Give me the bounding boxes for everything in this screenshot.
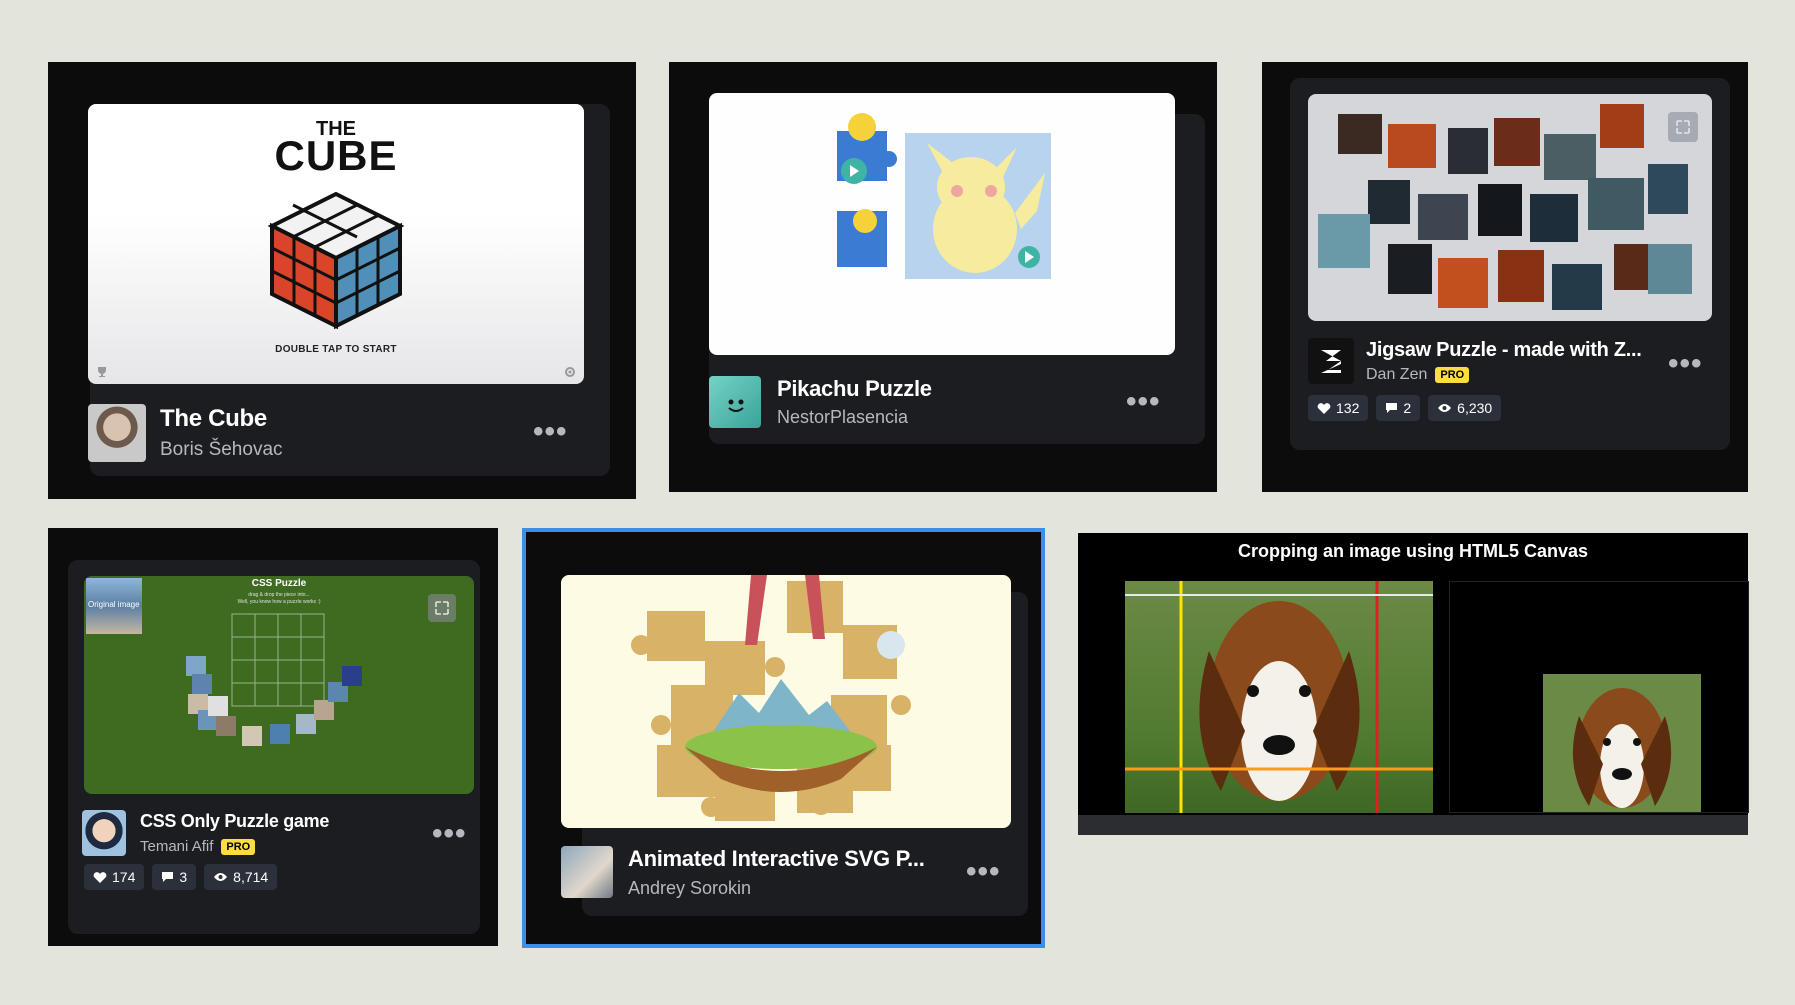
views-button[interactable]: 8,714 bbox=[204, 864, 278, 890]
pen-card-pikachu-puzzle[interactable]: Pikachu Puzzle NestorPlasencia ••• bbox=[669, 62, 1217, 492]
expand-icon bbox=[1676, 120, 1690, 134]
css-puzzle-heading: CSS Puzzle bbox=[251, 578, 307, 589]
rubiks-cube-graphic bbox=[267, 191, 405, 330]
more-options-icon[interactable]: ••• bbox=[1126, 385, 1161, 418]
pen-title[interactable]: The Cube bbox=[160, 405, 267, 432]
inset-original-image: Original image bbox=[86, 578, 142, 634]
trophy-icon bbox=[98, 367, 106, 377]
css-puzzle-subtext-2: Well, you know how a puzzle works :) bbox=[237, 599, 321, 605]
like-button[interactable]: 174 bbox=[84, 864, 145, 890]
author-avatar[interactable] bbox=[82, 810, 126, 856]
pen-author: Dan Zen PRO bbox=[1366, 366, 1470, 384]
pen-preview[interactable]: THE CUBE DOUBLE TAP TO START bbox=[88, 104, 584, 384]
cube-heading-big: CUBE bbox=[274, 132, 398, 179]
horizontal-scrollbar[interactable] bbox=[1078, 815, 1748, 835]
pen-title[interactable]: Animated Interactive SVG P... bbox=[628, 846, 925, 871]
floating-island-puzzle-graphic bbox=[631, 575, 911, 821]
pro-badge: PRO bbox=[221, 839, 256, 856]
more-options-icon[interactable]: ••• bbox=[432, 817, 467, 850]
cube-heading-small: THE bbox=[316, 118, 356, 140]
comment-icon bbox=[1386, 403, 1398, 413]
fullscreen-button[interactable] bbox=[1668, 112, 1698, 142]
pen-preview[interactable] bbox=[709, 93, 1175, 355]
pen-title[interactable]: Pikachu Puzzle bbox=[777, 376, 932, 401]
comments-button[interactable]: 2 bbox=[1376, 395, 1421, 421]
pen-author[interactable]: Andrey Sorokin bbox=[628, 878, 752, 898]
stats-bar: 174 3 8,714 bbox=[84, 864, 278, 890]
view-count: 6,230 bbox=[1457, 400, 1493, 416]
comment-count: 3 bbox=[179, 869, 188, 885]
author-avatar[interactable] bbox=[709, 376, 761, 428]
beagle-crop-photo bbox=[1572, 688, 1672, 808]
like-button[interactable]: 132 bbox=[1308, 395, 1369, 421]
output-canvas bbox=[1449, 581, 1749, 813]
start-caption: DOUBLE TAP TO START bbox=[275, 344, 397, 355]
pen-card-css-puzzle[interactable]: Original image CSS Puzzle drag & drop th… bbox=[48, 528, 498, 946]
comment-icon bbox=[162, 872, 174, 882]
pen-title[interactable]: CSS Only Puzzle game bbox=[140, 811, 330, 831]
like-count: 132 bbox=[1336, 400, 1360, 416]
pro-badge: PRO bbox=[1435, 366, 1470, 383]
heart-icon bbox=[1317, 403, 1331, 414]
pen-title[interactable]: Jigsaw Puzzle - made with Z... bbox=[1366, 339, 1642, 361]
eye-icon bbox=[214, 873, 228, 881]
pen-card-canvas-crop[interactable]: Cropping an image using HTML5 Canvas bbox=[1078, 533, 1749, 835]
more-options-icon[interactable]: ••• bbox=[1668, 347, 1703, 380]
pen-preview[interactable]: Original image CSS Puzzle drag & drop th… bbox=[84, 576, 474, 794]
pen-preview[interactable] bbox=[1308, 94, 1712, 321]
puzzle-pieces-graphic bbox=[837, 113, 897, 267]
puzzle-grid-graphic bbox=[186, 613, 362, 746]
beagle-photo bbox=[1125, 581, 1433, 813]
author-avatar[interactable] bbox=[561, 846, 613, 898]
smiley-icon bbox=[728, 399, 744, 412]
like-count: 174 bbox=[112, 869, 136, 885]
pikachu-graphic bbox=[927, 143, 1045, 273]
source-image bbox=[1125, 581, 1433, 813]
expand-icon bbox=[435, 601, 449, 615]
views-button[interactable]: 6,230 bbox=[1428, 395, 1502, 421]
more-options-icon[interactable]: ••• bbox=[966, 855, 1001, 888]
pen-card-the-cube[interactable]: THE CUBE DOUBLE TAP TO START bbox=[48, 62, 636, 499]
zim-logo-icon bbox=[1321, 350, 1341, 373]
css-puzzle-subtext-1: drag & drop the piece into... bbox=[248, 592, 310, 598]
settings-gear-icon[interactable] bbox=[564, 366, 576, 378]
pen-preview[interactable] bbox=[561, 575, 1011, 828]
author-avatar[interactable] bbox=[1308, 338, 1354, 384]
pen-card-animated-svg-puzzle[interactable]: Animated Interactive SVG P... Andrey Sor… bbox=[522, 528, 1045, 948]
pen-author: Temani Afif PRO bbox=[140, 838, 256, 856]
eye-icon bbox=[1438, 404, 1452, 412]
pen-author[interactable]: Boris Šehovac bbox=[160, 439, 283, 460]
inset-label: Original image bbox=[88, 600, 140, 609]
pikachu-image bbox=[905, 133, 1051, 279]
heart-icon bbox=[93, 872, 107, 883]
pen-author[interactable]: NestorPlasencia bbox=[777, 407, 909, 427]
author-name[interactable]: Temani Afif bbox=[140, 838, 214, 855]
stats-bar: 132 2 6,230 bbox=[1308, 395, 1502, 421]
author-avatar[interactable] bbox=[88, 404, 146, 462]
author-name[interactable]: Dan Zen bbox=[1366, 366, 1428, 383]
view-count: 8,714 bbox=[233, 869, 269, 885]
cropped-image bbox=[1543, 674, 1701, 812]
pen-card-jigsaw-puzzle[interactable]: Jigsaw Puzzle - made with Z... Dan Zen PR… bbox=[1262, 62, 1748, 492]
comments-button[interactable]: 3 bbox=[152, 864, 197, 890]
comment-count: 2 bbox=[1403, 400, 1412, 416]
more-options-icon[interactable]: ••• bbox=[533, 415, 568, 448]
fullscreen-button[interactable] bbox=[428, 594, 456, 622]
jigsaw-pieces-graphic bbox=[1318, 104, 1692, 310]
canvas-heading: Cropping an image using HTML5 Canvas bbox=[1237, 541, 1589, 561]
